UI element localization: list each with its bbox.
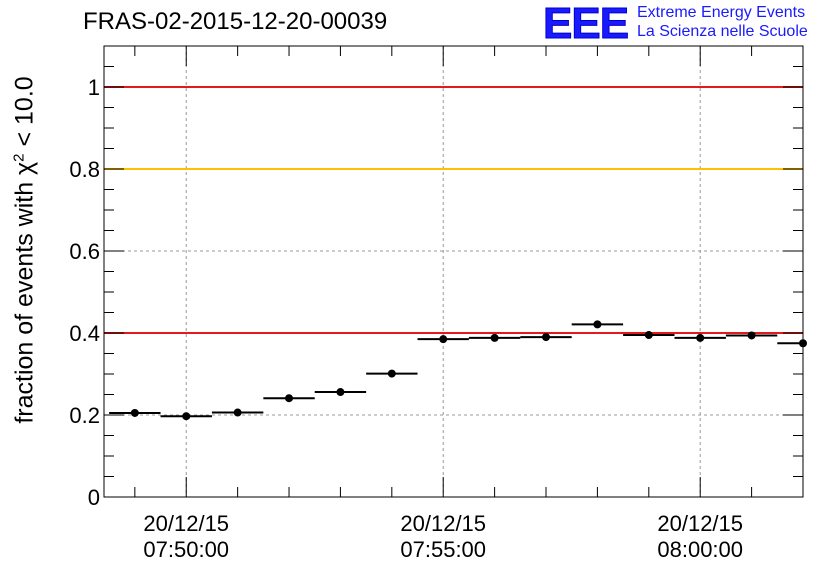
y-axis-label-suffix: < 10.0: [10, 76, 39, 154]
plot-frame: [103, 45, 804, 498]
y-tick-label: 0.4: [69, 321, 100, 346]
data-point: [233, 408, 242, 417]
y-axis-label: fraction of events with χ2 < 10.0: [10, 76, 39, 423]
y-tick-label: 0: [88, 485, 100, 510]
x-tick-label-date: 20/12/15: [657, 511, 743, 536]
logo-line-2: La Scienza nelle Scuole: [637, 23, 808, 40]
eee-logo-mark: EEE: [542, 0, 629, 48]
y-tick-label: 1: [88, 75, 100, 100]
x-tick-label-date: 20/12/15: [143, 511, 229, 536]
data-point: [799, 339, 807, 348]
data-point: [130, 408, 139, 417]
data-point: [747, 331, 756, 340]
data-point: [490, 333, 499, 342]
chart-title: FRAS-02-2015-12-20-00039: [83, 8, 388, 35]
logo-line-1: Extreme Energy Events: [637, 4, 806, 21]
x-tick-label-time: 07:55:00: [400, 537, 486, 562]
data-point: [285, 394, 294, 403]
x-tick-label-time: 08:00:00: [657, 537, 743, 562]
y-axis-label-chi: χ: [10, 161, 39, 175]
data-point: [696, 333, 705, 342]
x-tick-label-date: 20/12/15: [400, 511, 486, 536]
data-point: [387, 369, 396, 378]
y-tick-label: 0.6: [69, 239, 100, 264]
x-tick-label-time: 07:50:00: [143, 537, 229, 562]
data-point: [336, 388, 345, 397]
eee-logo-text: Extreme Energy Events La Scienza nelle S…: [637, 3, 808, 41]
y-axis-label-prefix: fraction of events with: [10, 174, 39, 424]
data-point: [542, 333, 551, 342]
y-tick-label: 0.2: [69, 403, 100, 428]
data-point: [644, 331, 653, 340]
data-point: [593, 320, 602, 329]
data-point: [439, 335, 448, 344]
data-point: [182, 412, 191, 421]
y-tick-label: 0.8: [69, 157, 100, 182]
y-axis-label-exponent: 2: [10, 153, 28, 162]
